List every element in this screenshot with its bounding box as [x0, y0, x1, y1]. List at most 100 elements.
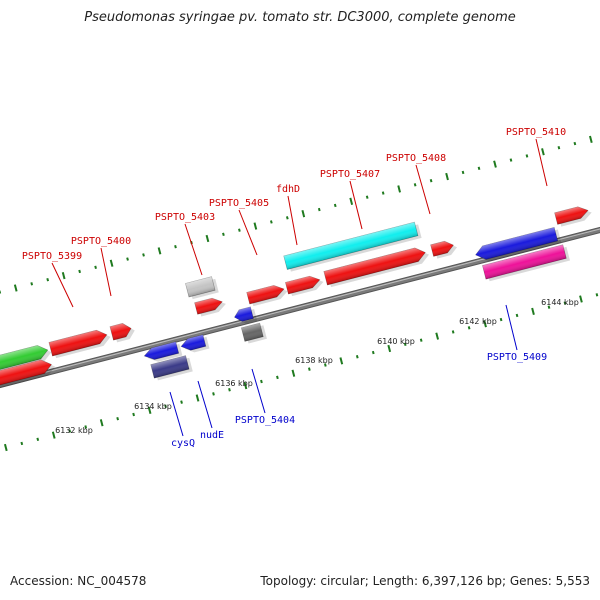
upper-scale-tick	[557, 145, 561, 150]
upper-scale-tick	[46, 278, 50, 282]
gene-shading	[323, 247, 426, 285]
accession-text: Accession: NC_004578	[10, 574, 147, 588]
lower-scale-tick	[387, 344, 392, 353]
lower-scale-tick	[435, 332, 440, 340]
lower-scale-tick	[403, 342, 407, 347]
gene-shading	[246, 285, 285, 305]
gene-5410[interactable]	[554, 204, 594, 228]
upper-scale-tick	[573, 141, 577, 146]
gene-5409[interactable]	[474, 227, 562, 265]
gene-label-pspto-5403[interactable]: PSPTO_5403	[155, 212, 215, 223]
label-connector	[197, 380, 213, 429]
gene-cysQ[interactable]	[143, 341, 183, 365]
label-connector	[51, 262, 74, 308]
scale-label: 6144 kbp	[541, 298, 579, 307]
lower-scale-tick	[355, 355, 359, 359]
scale-label: 6132 kbp	[55, 426, 93, 435]
lower-scale-tick	[547, 305, 551, 309]
gene-label-pspto-5400[interactable]: PSPTO_5400	[71, 236, 131, 247]
lower-scale-tick	[132, 412, 135, 417]
lower-scale-tick	[228, 388, 231, 392]
gene-shading	[0, 345, 48, 381]
gene-label-pspto-5405[interactable]: PSPTO_5405	[209, 198, 269, 209]
lower-scale-tick	[276, 375, 279, 380]
gene-5401[interactable]	[109, 321, 137, 343]
gene-shading	[285, 276, 320, 295]
gene-shading	[554, 206, 589, 225]
gene-label-cysq[interactable]: cysQ	[171, 438, 195, 449]
gene-shading	[430, 241, 454, 257]
upper-scale-tick	[397, 185, 401, 193]
upper-scale-tick	[174, 245, 177, 249]
upper-scale-tick	[525, 154, 529, 158]
gene-5400[interactable]	[48, 327, 112, 359]
upper-scale-tick	[381, 191, 385, 195]
upper-scale-tick	[269, 220, 273, 224]
upper-scale-tick	[157, 247, 162, 255]
backbone-line	[0, 227, 600, 388]
upper-scale-tick	[493, 160, 497, 168]
gene-gray[interactable]	[185, 276, 219, 300]
gene-fdhD[interactable]	[285, 273, 325, 297]
upper-scale-tick	[61, 271, 66, 280]
gene-shading	[283, 222, 418, 270]
label-connector	[100, 247, 112, 297]
gene-label-pspto-5399[interactable]: PSPTO_5399	[22, 251, 82, 262]
upper-scale-tick	[541, 148, 545, 156]
gene-5399[interactable]	[0, 357, 57, 398]
gene-5404[interactable]	[240, 322, 267, 344]
scale-labels: 6132 kbp 6134 kbp 6136 kbp 6138 kbp 6140 kbp…	[55, 298, 579, 435]
lower-scale-tick	[371, 350, 375, 355]
lower-scale-tick	[579, 295, 583, 303]
lower-scale-tick	[323, 363, 327, 367]
lower-scale-tick	[595, 293, 599, 297]
gene-label-pspto-5409[interactable]: PSPTO_5409	[487, 352, 547, 363]
gene-5409-b[interactable]	[482, 244, 570, 282]
gene-cysQ-b[interactable]	[150, 355, 193, 381]
label-connector	[505, 304, 518, 351]
lower-scale-tick	[515, 313, 519, 318]
lower-scale-tick	[531, 307, 535, 315]
gene-cyan[interactable]	[283, 221, 422, 272]
upper-scale-tick	[477, 166, 481, 170]
gene-label-pspto-5410[interactable]: PSPTO_5410	[506, 127, 566, 138]
label-connectors	[51, 138, 548, 437]
lower-scale-tick	[291, 369, 296, 377]
upper-scale-tick	[413, 183, 417, 187]
lower-scale-tick	[20, 441, 24, 446]
label-connector	[238, 209, 258, 256]
gene-5407[interactable]	[323, 245, 431, 288]
upper-scale-tick	[301, 210, 306, 218]
gene-shading	[241, 323, 264, 342]
gene-green[interactable]	[0, 342, 53, 383]
gene-5408[interactable]	[430, 239, 459, 260]
label-connector	[251, 368, 266, 414]
gene-5405[interactable]	[246, 282, 289, 307]
label-connector	[184, 223, 203, 276]
upper-scale-tick	[509, 158, 513, 162]
upper-scale-tick	[445, 172, 449, 181]
upper-scale-tick	[94, 265, 97, 270]
upper-scale-tick	[126, 257, 129, 261]
upper-scale-tick	[253, 222, 258, 230]
scale-label: 6138 kbp	[295, 356, 333, 365]
gene-shading	[144, 341, 179, 360]
map-title: Pseudomonas syringae pv. tomato str. DC3…	[84, 10, 516, 25]
gene-5404a[interactable]	[233, 306, 258, 326]
gene-shading	[48, 330, 107, 356]
gene-nudE[interactable]	[180, 334, 210, 355]
gene-label-pspto-5407[interactable]: PSPTO_5407	[320, 169, 380, 180]
gene-shading	[475, 227, 558, 260]
gene-label-fdhd[interactable]: fdhD	[276, 184, 300, 195]
lower-scale-tick	[243, 381, 248, 390]
lower-scale-tick	[308, 367, 311, 371]
scale-label: 6134 kbp	[134, 402, 172, 411]
gene-shading	[181, 334, 206, 351]
gene-label-pspto-5408[interactable]: PSPTO_5408	[386, 153, 446, 164]
label-connector	[349, 180, 363, 230]
gene-5403[interactable]	[194, 295, 228, 317]
gene-label-pspto-5404[interactable]: PSPTO_5404	[235, 415, 295, 426]
gene-label-nude[interactable]: nudE	[200, 430, 224, 441]
lower-scale-tick	[212, 392, 215, 396]
